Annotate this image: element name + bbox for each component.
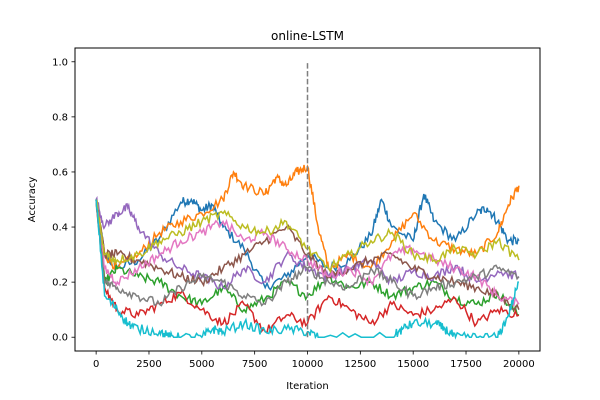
y-tick-label: 0.8 [52, 112, 68, 123]
x-tick-label: 20000 [503, 359, 535, 370]
series-layer [95, 164, 520, 340]
y-tick-label: 0.4 [52, 223, 68, 234]
y-tick-label: 1.0 [52, 57, 68, 68]
y-axis-label: Accuracy [27, 177, 38, 223]
series-line-9 [95, 199, 520, 274]
series-line-3 [95, 199, 520, 316]
y-axis: 0.0 0.2 0.4 0.6 0.8 1.0 [52, 57, 75, 344]
x-axis-label: Iteration [286, 381, 328, 392]
series-line-5 [95, 195, 520, 290]
x-tick-label: 5000 [189, 359, 214, 370]
x-tick-label: 15000 [397, 359, 429, 370]
x-tick-label: 17500 [450, 359, 482, 370]
series-line-10 [95, 199, 519, 340]
x-tick-label: 10000 [292, 359, 324, 370]
x-tick-label: 7500 [242, 359, 267, 370]
series-line-4 [95, 199, 520, 334]
chart-title: online-LSTM [271, 29, 344, 43]
y-tick-label: 0.0 [52, 333, 68, 344]
x-tick-label: 0 [93, 359, 99, 370]
x-axis: 0 2500 5000 7500 10000 12500 15000 17500 20000 [93, 351, 535, 370]
y-tick-label: 0.2 [52, 278, 68, 289]
series-line-7 [95, 199, 520, 307]
series-line-2 [95, 164, 520, 273]
y-tick-label: 0.6 [52, 167, 68, 178]
x-tick-label: 2500 [136, 359, 161, 370]
series-line-8 [95, 199, 520, 307]
x-tick-label: 12500 [344, 359, 376, 370]
